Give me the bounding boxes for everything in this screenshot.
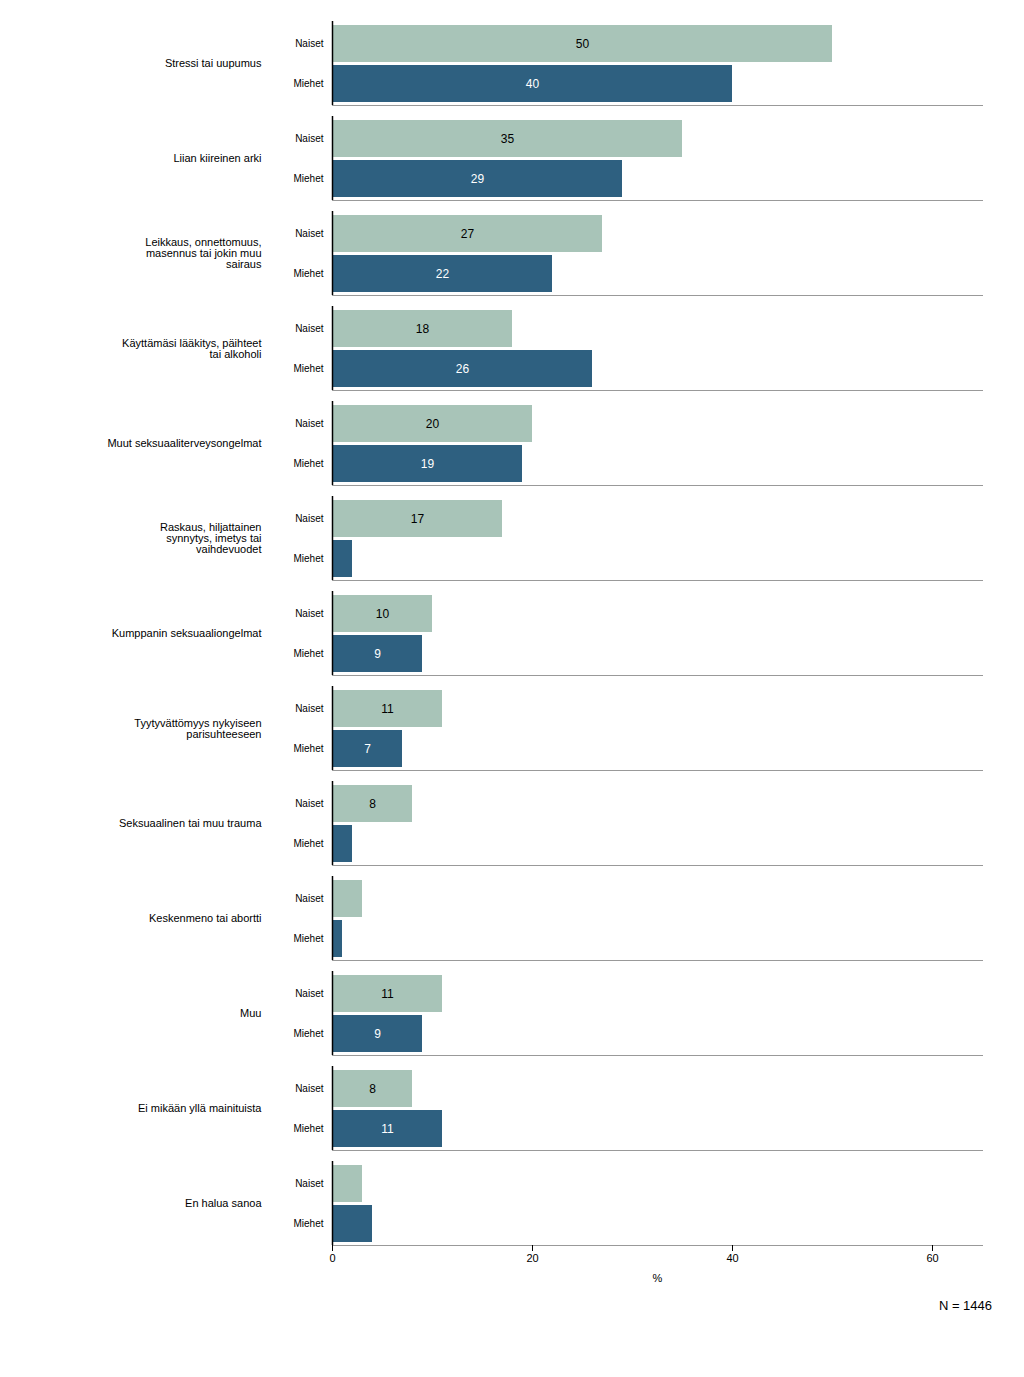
svg-text:20: 20 <box>526 1252 538 1264</box>
svg-text:19: 19 <box>421 457 435 471</box>
svg-text:26: 26 <box>456 362 470 376</box>
svg-text:Miehet: Miehet <box>293 268 323 279</box>
svg-text:Miehet: Miehet <box>293 1218 323 1229</box>
svg-text:Muut seksuaaliterveysongelmat: Muut seksuaaliterveysongelmat <box>107 437 261 449</box>
svg-text:Naiset: Naiset <box>295 133 324 144</box>
svg-text:Miehet: Miehet <box>293 458 323 469</box>
svg-text:0: 0 <box>329 1252 335 1264</box>
svg-text:Naiset: Naiset <box>295 228 324 239</box>
svg-text:Liian kiireinen arki: Liian kiireinen arki <box>173 152 261 164</box>
svg-text:Naiset: Naiset <box>295 703 324 714</box>
svg-text:18: 18 <box>416 322 430 336</box>
svg-text:Käyttämäsi lääkitys, päihteett: Käyttämäsi lääkitys, päihteettai alkohol… <box>122 337 261 360</box>
svg-text:Naiset: Naiset <box>295 1178 324 1189</box>
svg-text:Naiset: Naiset <box>295 1083 324 1094</box>
svg-text:9: 9 <box>374 647 381 661</box>
svg-text:22: 22 <box>436 267 450 281</box>
svg-text:Leikkaus, onnettomuus,masennus: Leikkaus, onnettomuus,masennus tai jokin… <box>145 236 262 270</box>
html-text:N = 1446: N = 1446 <box>938 1298 992 1313</box>
svg-text:35: 35 <box>501 132 515 146</box>
svg-text:17: 17 <box>411 512 425 526</box>
svg-text:11: 11 <box>381 1122 394 1136</box>
svg-text:11: 11 <box>381 987 394 1001</box>
svg-text:Miehet: Miehet <box>293 743 323 754</box>
svg-text:20: 20 <box>426 417 440 431</box>
svg-text:8: 8 <box>369 797 376 811</box>
svg-text:Miehet: Miehet <box>293 1028 323 1039</box>
svg-text:60: 60 <box>926 1252 938 1264</box>
svg-text:Naiset: Naiset <box>295 323 324 334</box>
svg-text:Stressi tai uupumus: Stressi tai uupumus <box>165 57 262 69</box>
svg-text:7: 7 <box>364 742 371 756</box>
svg-text:En halua sanoa: En halua sanoa <box>185 1197 262 1209</box>
svg-text:Naiset: Naiset <box>295 418 324 429</box>
svg-text:11: 11 <box>381 702 394 716</box>
svg-text:Miehet: Miehet <box>293 78 323 89</box>
svg-text:Naiset: Naiset <box>295 513 324 524</box>
svg-text:40: 40 <box>726 1252 738 1264</box>
svg-text:Miehet: Miehet <box>293 553 323 564</box>
svg-text:Kumppanin seksuaaliongelmat: Kumppanin seksuaaliongelmat <box>112 627 262 639</box>
svg-text:Miehet: Miehet <box>293 648 323 659</box>
svg-text:Raskaus, hiljattainensynnytys,: Raskaus, hiljattainensynnytys, imetys ta… <box>160 521 262 555</box>
svg-text:Muu: Muu <box>240 1007 261 1019</box>
svg-text:Naiset: Naiset <box>295 893 324 904</box>
svg-text:%: % <box>653 1272 663 1284</box>
svg-text:29: 29 <box>471 172 485 186</box>
svg-text:Miehet: Miehet <box>293 173 323 184</box>
svg-text:9: 9 <box>374 1027 381 1041</box>
svg-text:Naiset: Naiset <box>295 608 324 619</box>
svg-text:8: 8 <box>369 1082 376 1096</box>
svg-text:Miehet: Miehet <box>293 363 323 374</box>
svg-text:Naiset: Naiset <box>295 38 324 49</box>
svg-text:Naiset: Naiset <box>295 988 324 999</box>
svg-text:Miehet: Miehet <box>293 933 323 944</box>
svg-text:Miehet: Miehet <box>293 1123 323 1134</box>
svg-text:27: 27 <box>461 227 475 241</box>
svg-text:Seksuaalinen tai muu trauma: Seksuaalinen tai muu trauma <box>119 817 262 829</box>
svg-text:Miehet: Miehet <box>293 838 323 849</box>
svg-text:Ei mikään yllä mainituista: Ei mikään yllä mainituista <box>138 1102 262 1114</box>
svg-text:10: 10 <box>376 607 390 621</box>
svg-text:50: 50 <box>576 37 590 51</box>
svg-text:Naiset: Naiset <box>295 798 324 809</box>
svg-text:Tyytyvättömyys nykyiseenparisu: Tyytyvättömyys nykyiseenparisuhteeseen <box>134 717 261 740</box>
svg-text:40: 40 <box>526 77 540 91</box>
svg-text:Keskenmeno tai abortti: Keskenmeno tai abortti <box>149 912 262 924</box>
